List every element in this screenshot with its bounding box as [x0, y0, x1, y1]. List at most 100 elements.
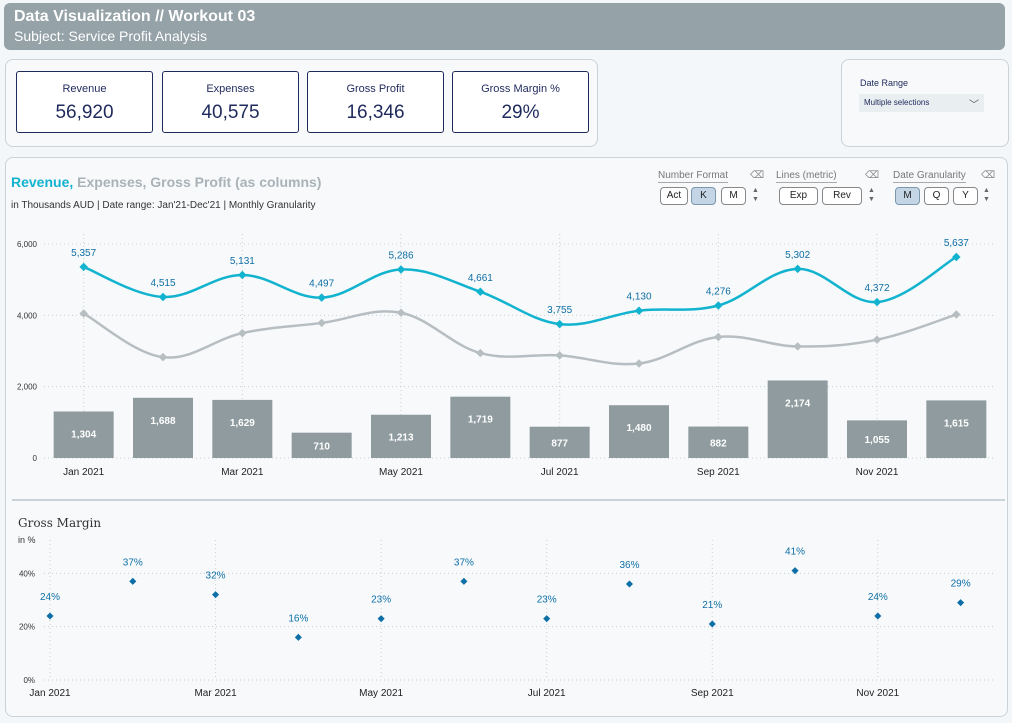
revenue-point [555, 319, 564, 329]
profit-bar [53, 411, 114, 458]
revenue-point [79, 262, 88, 272]
margin-point [625, 580, 634, 588]
margin-point [46, 612, 54, 620]
revenue-point [238, 270, 247, 280]
expenses-point [79, 309, 88, 318]
y-tick-label: 40% [19, 569, 35, 578]
page-title: Data Visualization // Workout 03 [14, 8, 256, 25]
revenue-data-label: 5,637 [944, 238, 969, 249]
kpi-value: 56,920 [55, 102, 114, 123]
number-format-k-button[interactable]: K [691, 187, 716, 205]
kpi-panel: Revenue 56,920 Expenses 40,575 Gross Pro… [5, 59, 598, 147]
x-tick-label: Mar 2021 [221, 467, 264, 478]
eraser-icon[interactable]: ⌫ [865, 170, 880, 181]
kpi-label: Expenses [206, 83, 255, 95]
revenue-line [83, 255, 957, 326]
profit-bar [291, 432, 352, 458]
eraser-icon[interactable]: ⌫ [750, 170, 765, 181]
section-divider [12, 499, 1005, 501]
revenue-point [634, 306, 644, 315]
margin-point [708, 620, 716, 628]
margin-point [129, 577, 137, 585]
x-tick-label: Jul 2021 [528, 688, 566, 699]
margin-data-label: 36% [619, 560, 639, 571]
profit-bar [688, 426, 749, 458]
eraser-icon[interactable]: ⌫ [981, 170, 996, 181]
granularity-m-button[interactable]: M [895, 187, 920, 205]
expenses-point [952, 310, 961, 319]
margin-data-label: 41% [785, 547, 805, 558]
lines-rev-button[interactable]: Rev [822, 187, 862, 205]
number-format-label: Number Format [658, 170, 729, 183]
profit-bar-label: 1,719 [468, 415, 493, 426]
page-subtitle: Subject: Service Profit Analysis [14, 28, 207, 44]
x-tick-label: Jan 2021 [29, 688, 71, 699]
gross-margin-chart: 0% 20% 40% Jan 2021 Mar 2021 May 2021 Jul 2021… [19, 540, 996, 699]
kpi-card-expenses: Expenses 40,575 [162, 71, 299, 133]
date-range-dropdown[interactable]: Multiple selections ﹀ [859, 94, 984, 112]
revenue-data-label: 4,372 [864, 283, 889, 294]
margin-data-label: 37% [454, 557, 474, 568]
granularity-y-button[interactable]: Y [953, 187, 978, 205]
x-tick-label: Jan 2021 [63, 467, 105, 478]
expenses-point [714, 332, 723, 342]
scroll-arrows-icon[interactable]: ▲ ▼ [752, 187, 759, 203]
revenue-data-label: 3,755 [547, 305, 572, 316]
y-tick-label: 4,000 [17, 311, 38, 320]
chart-title-profit: Gross Profit (as columns) [150, 174, 322, 190]
revenue-data-label: 4,515 [150, 278, 175, 289]
x-tick-label: Nov 2021 [856, 688, 899, 699]
margin-data-label: 23% [537, 595, 557, 606]
revenue-point [872, 297, 882, 307]
lines-exp-button[interactable]: Exp [779, 187, 818, 205]
chart-title: Revenue, Expenses, Gross Profit (as colu… [11, 174, 321, 190]
x-tick-label: May 2021 [379, 467, 423, 478]
gross-margin-subtitle: in % [18, 535, 36, 545]
revenue-data-label: 4,661 [468, 273, 493, 284]
profit-bar [847, 420, 907, 458]
margin-point [460, 577, 468, 585]
scroll-arrows-icon[interactable]: ▲ ▼ [983, 187, 990, 203]
kpi-value: 29% [501, 102, 540, 123]
y-tick-label: 20% [19, 623, 35, 632]
margin-data-label: 24% [868, 592, 888, 603]
revenue-expenses-profit-chart: 0 2,000 4,000 6,000 Jan 2021 Mar 2021 May 2021… [17, 234, 996, 478]
revenue-data-label: 4,130 [626, 292, 651, 303]
profit-bar [529, 426, 590, 458]
revenue-data-label: 4,497 [309, 279, 334, 290]
x-tick-label: Sep 2021 [691, 688, 734, 699]
margin-data-label: 16% [288, 613, 308, 624]
chevron-down-icon: ﹀ [969, 100, 979, 111]
kpi-card-gross-margin: Gross Margin % 29% [452, 71, 589, 133]
margin-point [377, 615, 385, 623]
number-format-act-button[interactable]: Act [660, 187, 688, 205]
profit-bar [133, 397, 193, 458]
number-format-m-button[interactable]: M [721, 187, 746, 205]
y-tick-label: 6,000 [17, 240, 38, 249]
lines-metric-label: Lines (metric) [776, 170, 837, 183]
kpi-label: Gross Margin % [481, 83, 560, 95]
date-range-label: Date Range [860, 78, 909, 88]
margin-point [543, 615, 551, 623]
granularity-q-button[interactable]: Q [924, 187, 949, 205]
kpi-card-gross-profit: Gross Profit 16,346 [307, 71, 444, 133]
x-tick-label: Jul 2021 [541, 467, 579, 478]
expenses-point [555, 351, 564, 360]
profit-bar-label: 882 [710, 438, 727, 449]
margin-point [874, 612, 882, 620]
profit-bar-label: 1,629 [230, 418, 255, 429]
profit-bar [450, 396, 511, 458]
expenses-point [634, 359, 644, 368]
profit-bar-label: 1,213 [388, 432, 413, 443]
revenue-data-label: 5,131 [230, 256, 255, 267]
gross-margin-title: Gross Margin [18, 516, 102, 530]
scroll-arrows-icon[interactable]: ▲ ▼ [868, 187, 875, 203]
revenue-point [158, 292, 168, 302]
profit-bar-label: 2,174 [785, 398, 810, 409]
revenue-data-label: 5,302 [785, 250, 810, 261]
expenses-point [793, 342, 802, 351]
expenses-point [158, 352, 168, 362]
x-tick-label: Mar 2021 [194, 688, 237, 699]
profit-bar-label: 710 [313, 441, 330, 452]
x-tick-label: Nov 2021 [856, 467, 899, 478]
